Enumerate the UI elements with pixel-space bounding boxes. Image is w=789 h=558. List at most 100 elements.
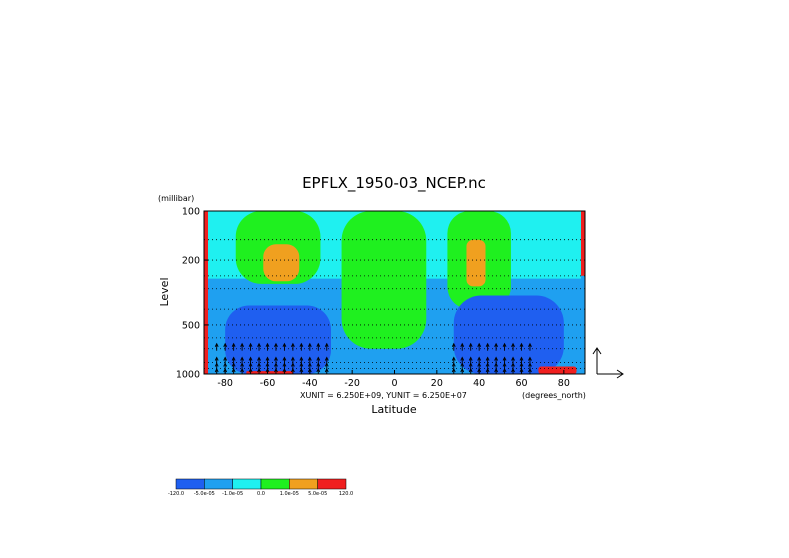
ep-vector-head: [248, 367, 253, 373]
y-units-label: (millibar): [158, 194, 194, 203]
ep-vector-head: [257, 356, 261, 361]
ep-vector-head: [265, 342, 270, 347]
ep-vector-head: [265, 367, 270, 373]
ep-vector-head: [485, 356, 490, 361]
ep-vector-head: [265, 362, 270, 367]
ep-vector-head: [451, 342, 456, 347]
x-tick-label: -60: [260, 378, 276, 389]
ep-vector-head: [494, 342, 499, 347]
ep-vector-head: [511, 356, 515, 361]
ep-vector-head: [257, 362, 261, 367]
ep-vector-head: [528, 362, 532, 367]
ep-vector-head: [494, 362, 499, 367]
region-red-nh-surface: [538, 366, 577, 374]
ep-vector-head: [282, 362, 287, 367]
ep-vector-head: [468, 362, 473, 367]
colorbar: -120.0 -5.0e-05 -1.0e-05 0.0 1.0e-05 5.0e-05 1…: [168, 478, 353, 497]
ep-vector-head: [519, 356, 524, 361]
x-axis-label: Latitude: [371, 403, 417, 416]
ep-vector-head: [231, 356, 236, 361]
ep-vector-head: [214, 362, 219, 367]
ep-vector-head: [519, 367, 524, 373]
ep-vector-head: [274, 342, 278, 347]
region-green-tropics: [341, 211, 427, 349]
ep-vector-head: [460, 342, 465, 347]
ep-vector-head: [290, 356, 295, 361]
ep-vector-head: [324, 362, 329, 367]
ep-vector-head: [274, 356, 278, 361]
ep-vector-head: [214, 367, 219, 373]
ep-vector-head: [223, 356, 228, 361]
ep-vector-head: [307, 362, 312, 367]
ep-vector-head: [282, 367, 287, 373]
chart-title: EPFLX_1950-03_NCEP.nc: [302, 174, 486, 193]
colorbar-swatch: [175, 478, 205, 490]
colorbar-swatch: [317, 478, 347, 490]
ep-vector-head: [511, 367, 515, 373]
x-tick-label: -40: [302, 378, 318, 389]
ep-vector-head: [240, 356, 245, 361]
edge-strip-left: [204, 211, 208, 374]
ep-vector-head: [231, 367, 236, 373]
ep-vector-head: [468, 356, 473, 361]
colorbar-swatch: [204, 478, 233, 490]
ep-vector-head: [316, 362, 321, 367]
ep-vector-head: [290, 342, 295, 347]
ep-vector-head: [519, 342, 524, 347]
ep-vector-head: [468, 342, 473, 347]
region-orange-nh-upper: [466, 239, 486, 287]
ep-vector-head: [223, 367, 228, 373]
ep-vector-head: [451, 362, 456, 367]
ep-vector-head: [460, 362, 465, 367]
ep-vector-head: [223, 362, 228, 367]
x-tick-label: 20: [431, 378, 443, 389]
ep-vector-head: [477, 367, 482, 373]
ep-vector-head: [485, 342, 490, 347]
colorbar-label: 1.0e-05: [280, 491, 299, 497]
x-tick-label: -20: [344, 378, 360, 389]
colorbar-label: 0.0: [257, 491, 265, 497]
ep-vector-head: [248, 342, 253, 347]
y-tick-label: 200: [182, 256, 200, 267]
ep-vector-head: [511, 342, 515, 347]
ep-flux-vectors: [214, 342, 532, 374]
edge-strip-right: [581, 211, 585, 276]
ep-vector-head: [324, 356, 329, 361]
ep-vector-head: [299, 367, 304, 373]
ep-vector-head: [502, 356, 507, 361]
ep-vector-head: [274, 367, 278, 373]
y-tick-label: 100: [182, 207, 200, 218]
ep-vector-head: [231, 362, 236, 367]
ep-vector-head: [324, 342, 329, 347]
ep-vector-head: [265, 356, 270, 361]
x-tick-label: 0: [391, 378, 397, 389]
ep-vector-head: [460, 356, 465, 361]
ep-vector-head: [494, 367, 499, 373]
colorbar-label: -1.0e-05: [222, 491, 243, 497]
x-tick-label: -80: [217, 378, 233, 389]
ep-vector-head: [282, 356, 287, 361]
contour-fill: [204, 211, 585, 374]
ep-vector-head: [502, 367, 507, 373]
colorbar-label: 5.0e-05: [308, 491, 327, 497]
ep-vector-head: [231, 342, 236, 347]
ep-vector-head: [316, 342, 321, 347]
ep-vector-head: [214, 356, 219, 361]
ep-vector-head: [282, 342, 287, 347]
ep-vector-head: [257, 342, 261, 347]
x-tick-label: 40: [473, 378, 485, 389]
region-orange-sh-upper: [263, 244, 300, 282]
y-tick-label: 1000: [176, 370, 200, 381]
ep-vector-head: [528, 342, 532, 347]
ep-vector-head: [290, 367, 295, 373]
ep-vector-head: [240, 342, 245, 347]
ep-vector-head: [528, 356, 532, 361]
edge-strip-right-lower: [581, 275, 585, 374]
region-deep-blue-sh-lower: [225, 305, 331, 374]
colorbar-label: -5.0e-05: [194, 491, 215, 497]
ep-vector-head: [316, 356, 321, 361]
ep-vector-head: [214, 342, 219, 347]
colorbar-label: 120.0: [339, 491, 353, 497]
colorbar-label: -120.0: [168, 491, 184, 497]
ep-vector-head: [223, 342, 228, 347]
